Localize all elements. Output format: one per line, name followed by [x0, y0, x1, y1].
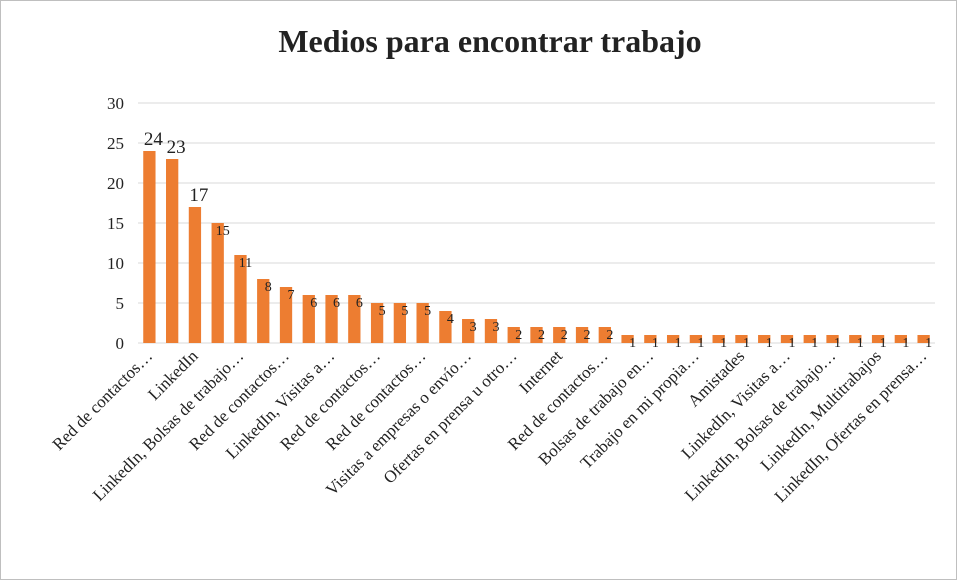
data-label: 1 [720, 336, 727, 351]
bar [621, 335, 634, 343]
y-tick-label: 15 [107, 214, 124, 233]
bar [735, 335, 748, 343]
data-label: 1 [743, 336, 750, 351]
data-label: 1 [675, 336, 682, 351]
bar [803, 335, 816, 343]
data-label: 1 [652, 336, 659, 351]
bar [689, 335, 703, 343]
data-label: 6 [356, 296, 363, 311]
bar [507, 327, 520, 343]
data-label: 1 [766, 336, 773, 351]
data-label: 1 [857, 336, 864, 351]
data-label: 1 [880, 336, 887, 351]
data-label: 2 [561, 328, 568, 343]
bar [166, 159, 179, 343]
bar [393, 303, 407, 343]
y-tick-label: 25 [107, 134, 124, 153]
data-label: 4 [447, 312, 454, 327]
bar [416, 303, 429, 343]
bar [439, 311, 452, 343]
data-label: 2 [606, 328, 613, 343]
y-tick-label: 10 [107, 254, 124, 273]
data-label: 8 [265, 280, 272, 295]
bar [257, 279, 270, 343]
data-label: 1 [788, 336, 795, 351]
bar [575, 327, 589, 343]
bar [484, 319, 498, 343]
bar [348, 295, 361, 343]
bar [302, 295, 315, 343]
bar [462, 319, 475, 343]
bar [598, 327, 611, 343]
data-label: 1 [902, 336, 909, 351]
bar [894, 335, 907, 343]
data-label: 24 [144, 129, 164, 150]
bar [370, 303, 384, 343]
data-label: 5 [424, 304, 431, 319]
data-label: 11 [239, 256, 252, 271]
data-label: 15 [216, 224, 230, 239]
data-label: 3 [470, 320, 477, 335]
bar [143, 151, 156, 343]
y-tick-label: 0 [116, 334, 125, 353]
data-label: 2 [584, 328, 591, 343]
bar [644, 335, 657, 343]
data-label: 1 [811, 336, 818, 351]
bar [849, 335, 862, 343]
data-label: 23 [167, 137, 186, 158]
data-label: 2 [515, 328, 522, 343]
bar [826, 335, 839, 343]
bar [917, 335, 930, 343]
bar [871, 335, 885, 343]
bar [530, 327, 543, 343]
bar [211, 223, 224, 343]
data-label: 1 [629, 336, 636, 351]
data-label: 7 [288, 288, 295, 303]
bar [234, 255, 247, 343]
bar [712, 335, 725, 343]
chart-title: Medios para encontrar trabajo [278, 23, 701, 59]
data-label: 6 [310, 296, 317, 311]
bar [666, 335, 680, 343]
bar [325, 295, 338, 343]
data-label: 2 [538, 328, 545, 343]
data-label: 1 [697, 336, 704, 351]
y-tick-label: 5 [116, 294, 125, 313]
data-label: 5 [401, 304, 408, 319]
bar [188, 207, 202, 343]
bar [780, 335, 794, 343]
data-label: 1 [925, 336, 932, 351]
bar [758, 335, 771, 343]
data-label: 5 [379, 304, 386, 319]
y-tick-label: 30 [107, 94, 124, 113]
bar [553, 327, 566, 343]
data-label: 17 [189, 185, 208, 206]
bar [279, 287, 293, 343]
y-tick-label: 20 [107, 174, 124, 193]
data-label: 3 [492, 320, 499, 335]
data-label: 1 [834, 336, 841, 351]
data-label: 6 [333, 296, 340, 311]
